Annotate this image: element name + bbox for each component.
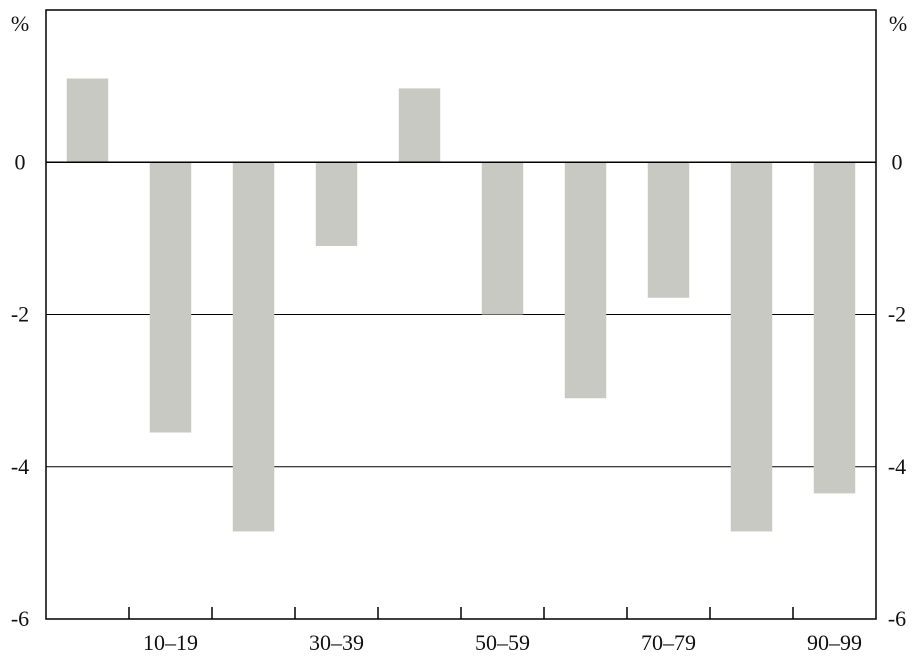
y-tick-label-right: 0	[892, 149, 903, 174]
x-tick-label: 30–39	[309, 630, 364, 655]
bar-6	[564, 162, 607, 399]
left-y-axis-ticks: 0 -2 -4 -6	[11, 149, 29, 631]
y-tick-label-left: -6	[11, 606, 29, 631]
y-tick-label-right: -6	[888, 606, 906, 631]
bar-0	[66, 78, 109, 163]
x-tick-label: 90–99	[807, 630, 862, 655]
bar-4	[398, 88, 441, 163]
x-tick-label: 50–59	[475, 630, 530, 655]
y-tick-label-left: -4	[11, 454, 29, 479]
bar-3	[315, 162, 358, 246]
right-y-axis-ticks: 0 -2 -4 -6	[888, 149, 906, 631]
y-tick-label-right: -2	[888, 302, 906, 327]
x-tick-label: 70–79	[641, 630, 696, 655]
x-axis-ticks: 10–19 30–39 50–59 70–79 90–99	[128, 607, 862, 655]
left-axis-unit: %	[11, 11, 29, 36]
y-tick-label-left: -2	[11, 302, 29, 327]
y-tick-label-right: -4	[888, 454, 906, 479]
bars	[66, 78, 856, 532]
bar-1	[149, 162, 192, 433]
x-tick-label: 10–19	[143, 630, 198, 655]
bar-2	[232, 162, 275, 532]
right-axis-unit: %	[889, 11, 907, 36]
y-tick-label-left: 0	[15, 149, 26, 174]
bar-9	[813, 162, 856, 494]
bar-5	[481, 162, 524, 315]
bar-8	[730, 162, 773, 532]
bar-7	[647, 162, 690, 298]
